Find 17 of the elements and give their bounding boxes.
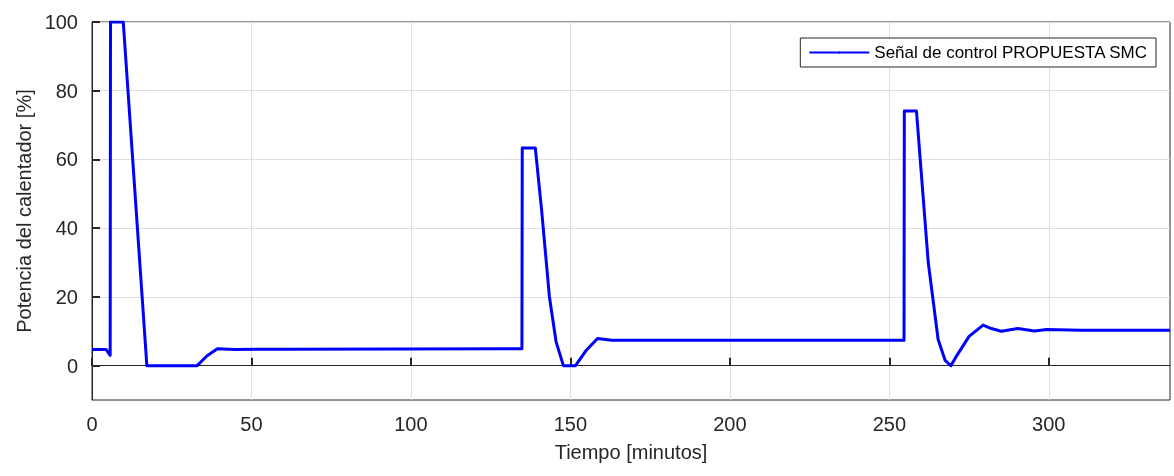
- legend-label: Señal de control PROPUESTA SMC: [874, 43, 1148, 62]
- y-axis-title: Potencia del calentador [%]: [12, 89, 35, 333]
- y-tick-label: 60: [55, 148, 78, 171]
- line-series: [90, 20, 1172, 368]
- x-axis-title: Tiempo [minutos]: [554, 441, 708, 463]
- x-tick-label: 150: [553, 413, 588, 435]
- x-tick-label: 100: [394, 413, 428, 435]
- x-tick-label: 0: [86, 413, 98, 435]
- y-tick-label: 0: [66, 354, 78, 377]
- x-tick-label: 50: [240, 413, 263, 435]
- x-tick-label: 300: [1032, 413, 1066, 435]
- x-tick-label: 200: [713, 413, 747, 435]
- y-tick-label: 80: [55, 79, 78, 102]
- y-tick-label: 20: [55, 285, 78, 308]
- x-tick-label: 250: [872, 413, 907, 435]
- y-tick-label: 100: [44, 11, 78, 33]
- y-tick-label: 40: [55, 217, 78, 240]
